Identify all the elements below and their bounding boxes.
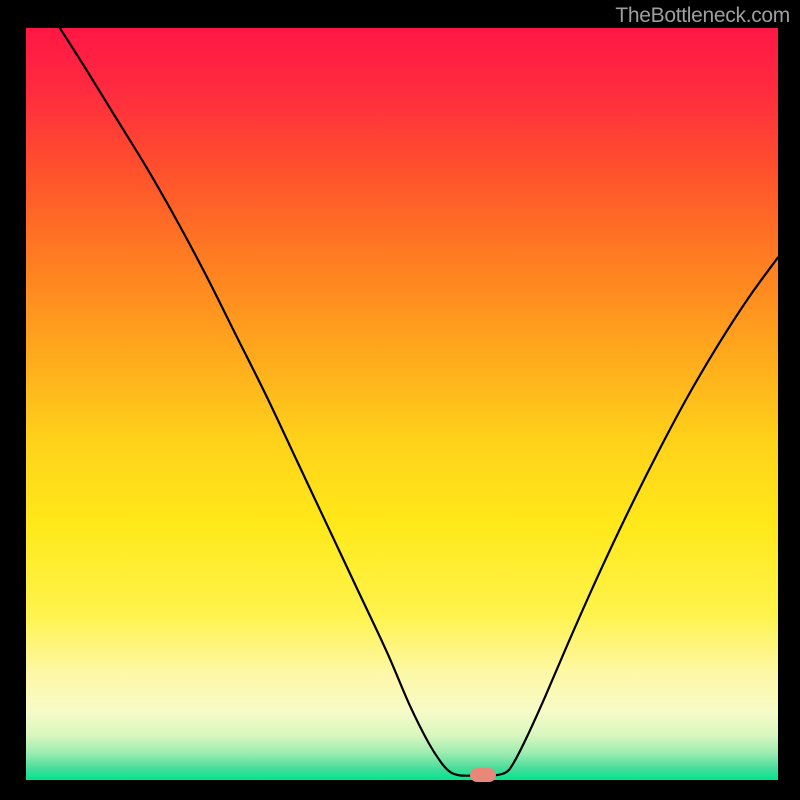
optimal-point-marker [470, 768, 496, 782]
curve-path [60, 28, 778, 776]
bottleneck-chart: TheBottleneck.com [0, 0, 800, 800]
plot-area [26, 28, 778, 780]
bottleneck-curve [26, 28, 778, 780]
watermark-label: TheBottleneck.com [615, 4, 790, 28]
